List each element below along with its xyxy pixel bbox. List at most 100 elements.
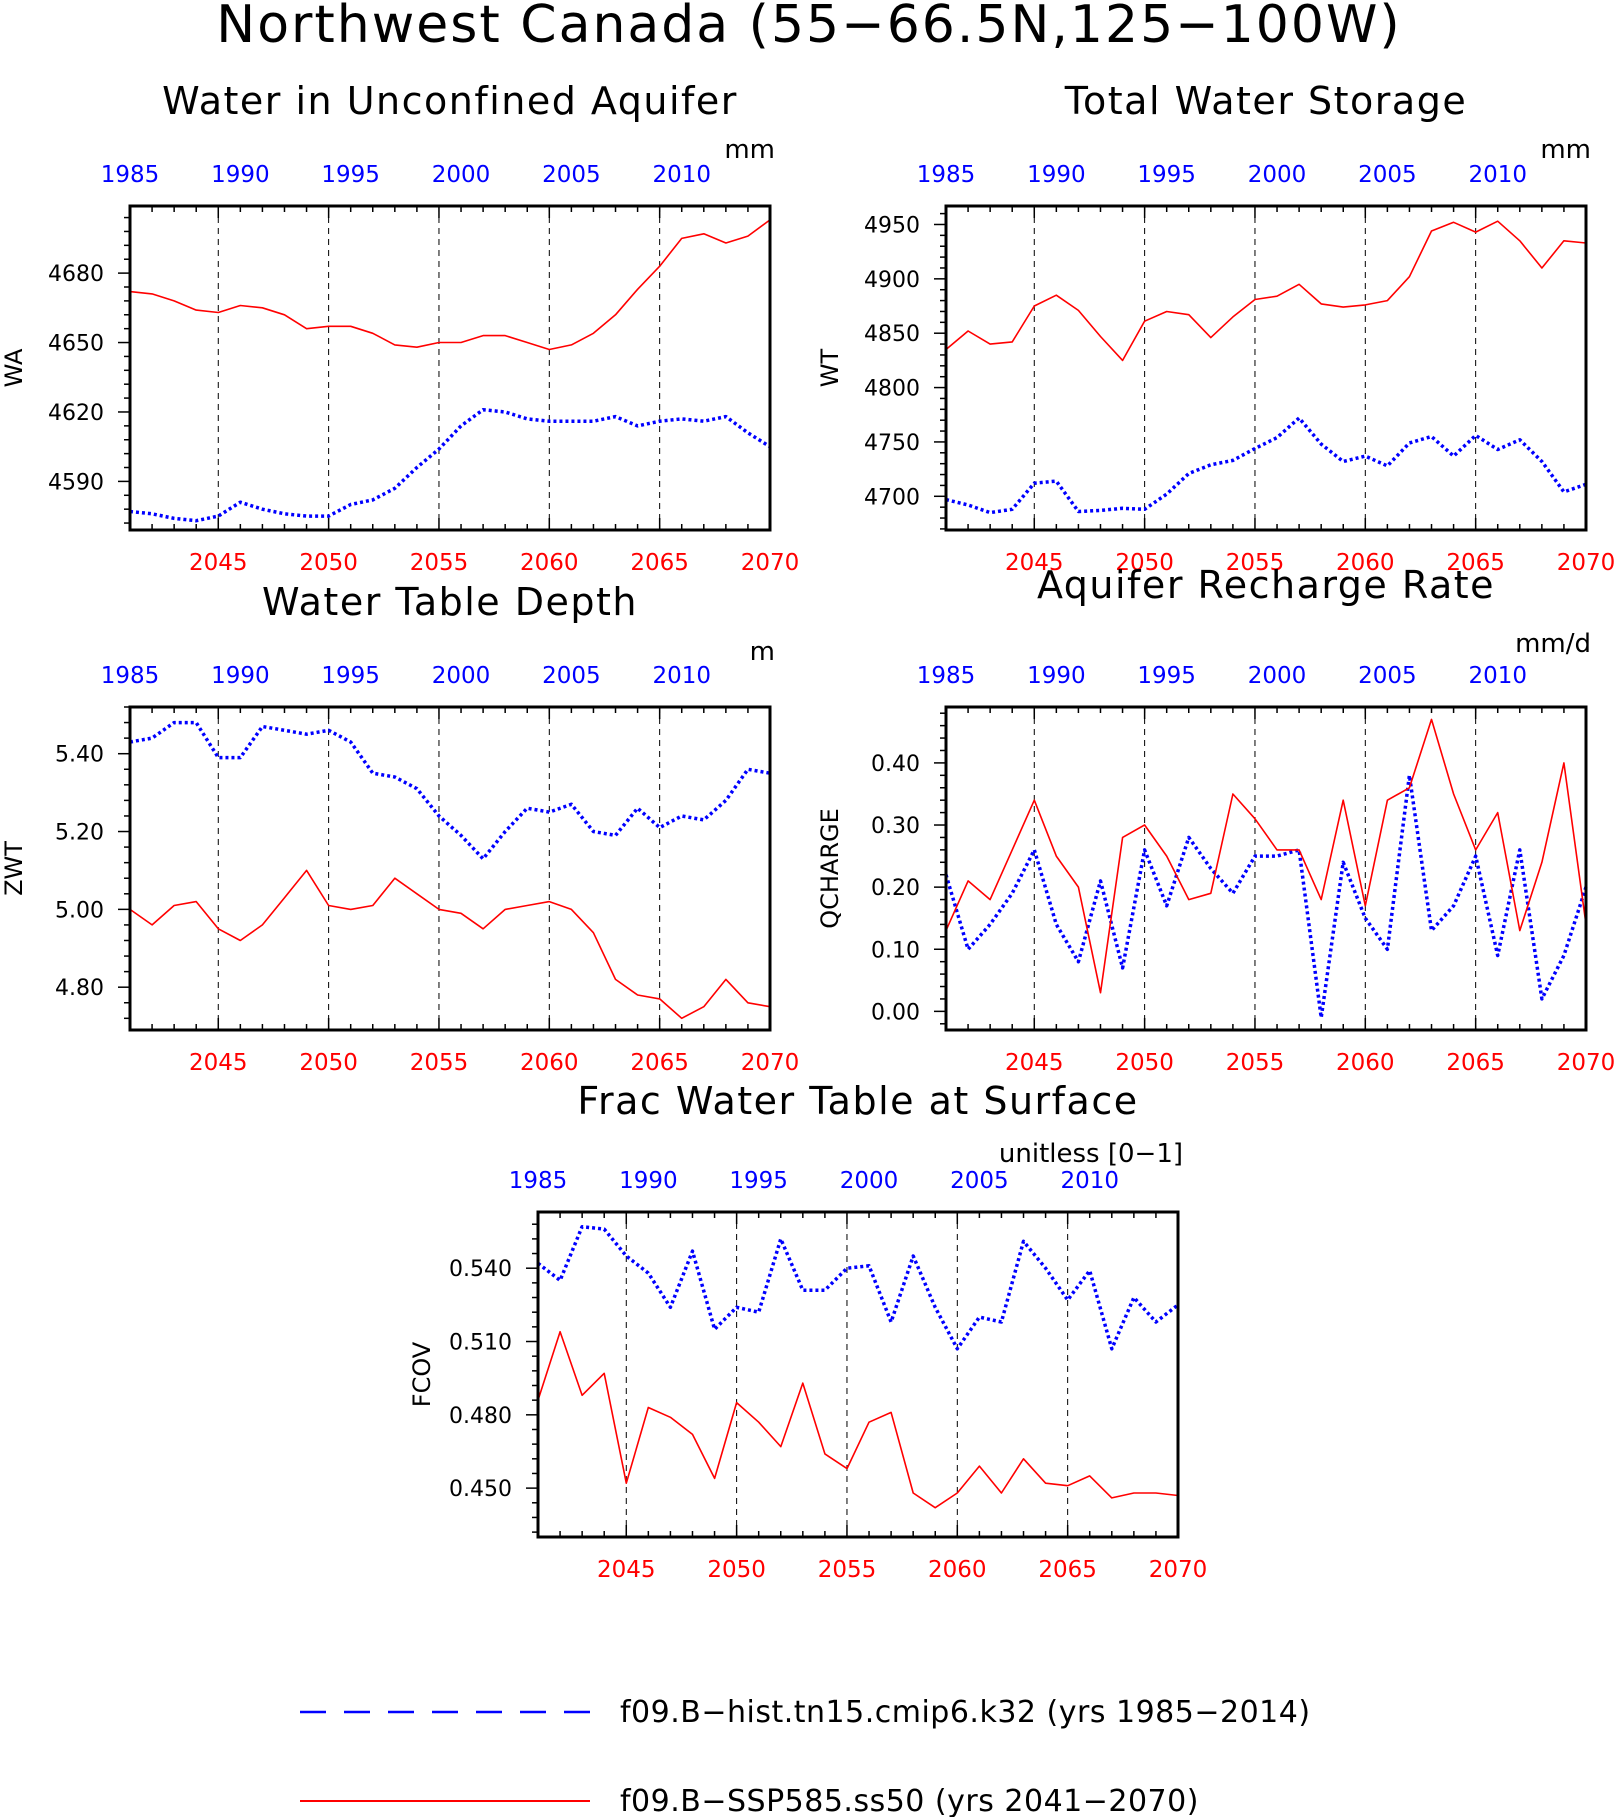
y-tick-label: 0.40 xyxy=(871,752,920,777)
x-tick-label-bottom: 2055 xyxy=(410,550,469,576)
x-tick-label-bottom: 2070 xyxy=(741,1050,800,1076)
y-tick-label: 0.10 xyxy=(871,938,920,963)
legend-label-ssp585: f09.B−SSP585.ss50 (yrs 2041−2070) xyxy=(620,1784,1199,1817)
plot-frame xyxy=(944,204,1588,532)
y-tick-label: 5.40 xyxy=(55,743,104,768)
x-tick-label-bottom: 2070 xyxy=(741,550,800,576)
x-tick-label-bottom: 2045 xyxy=(189,550,248,576)
x-tick-label-top: 1985 xyxy=(101,663,160,689)
x-tick-label-bottom: 2070 xyxy=(1149,1557,1208,1583)
x-tick-label-top: 1995 xyxy=(1137,162,1196,188)
y-tick-label: 4.80 xyxy=(55,976,104,1001)
y-tick-label: 4700 xyxy=(864,485,920,510)
series-line-hist xyxy=(129,720,771,861)
y-tick-label: 0.00 xyxy=(871,1000,920,1025)
x-tick-label-top: 2010 xyxy=(1468,663,1527,689)
x-tick-label-bottom: 2060 xyxy=(1336,550,1395,576)
x-tick-label-bottom: 2060 xyxy=(1336,1050,1395,1076)
x-tick-label-top: 2005 xyxy=(1358,663,1417,689)
chart-water-table-depth: Water Table Depth m ZWT 2045 2050 2055 2060 206… xyxy=(0,580,799,1076)
chart-title: Total Water Storage xyxy=(1064,79,1467,123)
x-tick-label-top: 1995 xyxy=(321,162,380,188)
x-tick-label-bottom: 2060 xyxy=(928,1557,987,1583)
y-axis-label: WA xyxy=(0,348,28,387)
series-line-hist xyxy=(944,773,1588,1020)
x-tick-label-top: 1990 xyxy=(211,162,270,188)
plot-frame xyxy=(128,705,772,1032)
series-line-hist xyxy=(129,407,771,523)
x-tick-label-top: 1995 xyxy=(729,1168,788,1194)
y-tick-label: 5.00 xyxy=(55,898,104,923)
x-tick-label-top: 2000 xyxy=(432,162,491,188)
y-tick-label: 4800 xyxy=(864,377,920,402)
y-axis-label: FCOV xyxy=(408,1341,436,1407)
chart-total-water-storage: Total Water Storage mm WT 2045 2050 2055 2060 2… xyxy=(816,79,1615,576)
x-tick-label-top: 2010 xyxy=(1060,1168,1119,1194)
x-tick-label-top: 1985 xyxy=(101,162,160,188)
x-tick-label-top: 2000 xyxy=(1248,162,1307,188)
legend: f09.B−hist.tn15.cmip6.k32 (yrs 1985−2014… xyxy=(300,1695,1311,1817)
x-tick-label-bottom: 2045 xyxy=(1005,1050,1064,1076)
units-label: mm/d xyxy=(1515,629,1591,659)
series-line-hist xyxy=(536,1224,1180,1351)
x-tick-label-bottom: 2050 xyxy=(299,1050,358,1076)
y-tick-label: 4900 xyxy=(864,268,920,293)
x-tick-label-top: 2005 xyxy=(542,663,601,689)
x-tick-label-bottom: 2050 xyxy=(1115,550,1174,576)
x-tick-label-top: 2005 xyxy=(542,162,601,188)
x-tick-label-top: 2000 xyxy=(1248,663,1307,689)
x-tick-label-top: 1990 xyxy=(1027,162,1086,188)
units-label: unitless [0−1] xyxy=(999,1139,1183,1169)
plot-frame xyxy=(944,705,1588,1032)
plot-frame xyxy=(128,204,772,532)
x-tick-label-bottom: 2065 xyxy=(630,550,689,576)
figure-title: Northwest Canada (55−66.5N,125−100W) xyxy=(216,0,1401,55)
series-line-ssp585 xyxy=(129,219,771,351)
y-tick-label: 5.20 xyxy=(55,821,104,846)
x-tick-label-top: 1990 xyxy=(211,663,270,689)
x-tick-label-bottom: 2050 xyxy=(299,550,358,576)
y-tick-label: 0.20 xyxy=(871,876,920,901)
y-tick-label: 4620 xyxy=(48,401,104,426)
chart-title: Frac Water Table at Surface xyxy=(577,1079,1138,1123)
x-tick-label-bottom: 2045 xyxy=(597,1557,656,1583)
series-line-ssp585 xyxy=(537,1330,1179,1509)
y-tick-label: 0.480 xyxy=(449,1404,512,1429)
x-tick-label-bottom: 2045 xyxy=(1005,550,1064,576)
x-tick-label-top: 1995 xyxy=(321,663,380,689)
y-tick-label: 0.30 xyxy=(871,814,920,839)
x-tick-label-top: 2005 xyxy=(950,1168,1009,1194)
x-tick-label-bottom: 2065 xyxy=(1446,1050,1505,1076)
plot-frame xyxy=(536,1210,1180,1539)
x-tick-label-top: 2005 xyxy=(1358,162,1417,188)
x-tick-label-top: 1990 xyxy=(619,1168,678,1194)
x-tick-label-top: 2010 xyxy=(652,162,711,188)
x-tick-label-top: 1985 xyxy=(917,663,976,689)
x-tick-label-bottom: 2065 xyxy=(630,1050,689,1076)
y-tick-label: 4750 xyxy=(864,431,920,456)
series-line-ssp585 xyxy=(945,718,1587,994)
x-tick-label-top: 2010 xyxy=(1468,162,1527,188)
y-tick-label: 0.450 xyxy=(449,1477,512,1502)
units-label: m xyxy=(750,637,775,667)
series-line-hist xyxy=(945,416,1587,515)
x-tick-label-bottom: 2055 xyxy=(1226,550,1285,576)
x-tick-label-bottom: 2050 xyxy=(1115,1050,1174,1076)
y-tick-label: 0.540 xyxy=(449,1257,512,1282)
x-tick-label-bottom: 2065 xyxy=(1038,1557,1097,1583)
chart-water-in-unconfined-aquifer: Water in Unconfined Aquifer mm WA 2045 2050 2… xyxy=(0,79,799,576)
y-axis-label: QCHARGE xyxy=(816,808,844,929)
x-tick-label-top: 1995 xyxy=(1137,663,1196,689)
legend-label-hist: f09.B−hist.tn15.cmip6.k32 (yrs 1985−2014… xyxy=(620,1695,1311,1730)
x-tick-label-bottom: 2070 xyxy=(1557,550,1616,576)
x-tick-label-bottom: 2070 xyxy=(1557,1050,1616,1076)
y-tick-label: 4950 xyxy=(864,213,920,238)
chart-aquifer-recharge-rate: Aquifer Recharge Rate mm/d QCHARGE 2045 2050… xyxy=(816,563,1615,1076)
chart-title: Water Table Depth xyxy=(262,580,638,624)
y-tick-label: 4590 xyxy=(48,470,104,495)
y-tick-label: 4650 xyxy=(48,332,104,357)
chart-frac-water-table-at-surface: Frac Water Table at Surface unitless [0−1… xyxy=(408,1079,1207,1583)
x-tick-label-bottom: 2050 xyxy=(707,1557,766,1583)
units-label: mm xyxy=(1540,135,1591,165)
